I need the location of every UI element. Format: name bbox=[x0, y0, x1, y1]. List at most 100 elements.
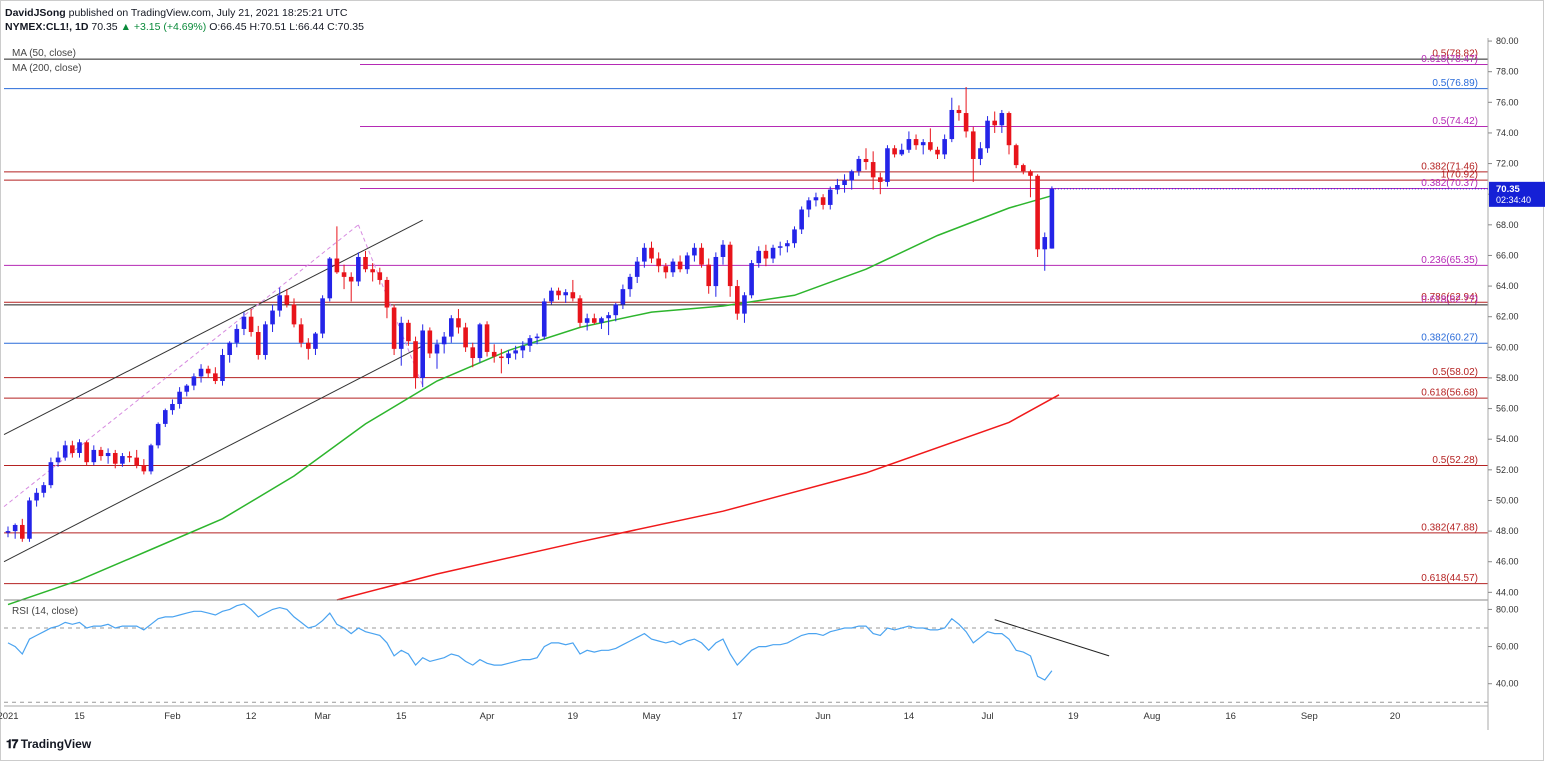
candle-body bbox=[370, 269, 375, 273]
candle-body bbox=[241, 316, 247, 329]
candle-body bbox=[642, 247, 647, 262]
rsi-tick-label: 60.00 bbox=[1496, 642, 1519, 652]
fib-level-label: 0.382(60.27) bbox=[1421, 333, 1478, 344]
symbol-line: NYMEX:CL1!, 1D 70.35 ▲ +3.15 (+4.69%) O:… bbox=[5, 21, 364, 33]
candle-body bbox=[713, 256, 719, 287]
candle-body bbox=[220, 354, 225, 382]
candle-body bbox=[928, 142, 933, 150]
fib-level-label: 0.382(47.88) bbox=[1421, 522, 1478, 533]
candle-body bbox=[992, 120, 997, 126]
rsi-legend[interactable]: RSI (14, close) bbox=[12, 606, 79, 617]
price-tick-label: 44.00 bbox=[1496, 587, 1519, 597]
ohlc-close: C:70.35 bbox=[327, 21, 364, 33]
candle-body bbox=[184, 385, 190, 392]
time-tick-label: May bbox=[643, 711, 661, 722]
candle-body bbox=[506, 353, 511, 359]
candle-body bbox=[277, 295, 282, 311]
time-tick-label: Jul bbox=[981, 711, 993, 722]
candle-body bbox=[742, 295, 747, 314]
tradingview-logo[interactable]: 𝟏𝟕 TradingView bbox=[6, 737, 91, 752]
candle-body bbox=[41, 485, 47, 493]
candle-body bbox=[427, 330, 433, 354]
candle-body bbox=[356, 256, 361, 282]
fib-extension-dashed-line bbox=[3, 224, 359, 507]
candle-body bbox=[291, 304, 297, 325]
price-tick-label: 62.00 bbox=[1496, 312, 1519, 322]
price-tick-label: 78.00 bbox=[1496, 67, 1519, 77]
price-tick-label: 76.00 bbox=[1496, 97, 1519, 107]
candle-body bbox=[563, 292, 568, 296]
candle-body bbox=[170, 403, 175, 411]
candle-body bbox=[527, 338, 533, 346]
candle-body bbox=[706, 264, 711, 287]
candle-body bbox=[141, 465, 147, 472]
candle-body bbox=[534, 336, 540, 339]
publisher-line: DavidJSong published on TradingView.com,… bbox=[5, 7, 347, 19]
time-tick-label: 15 bbox=[74, 711, 85, 722]
price-tick-label: 52.00 bbox=[1496, 465, 1519, 475]
candle-body bbox=[749, 263, 754, 296]
candle-body bbox=[556, 290, 561, 296]
candle-body bbox=[777, 246, 783, 248]
time-tick-label: 12 bbox=[246, 711, 257, 722]
fib-level-label: 0.382(71.46) bbox=[1421, 161, 1478, 172]
candle-body bbox=[413, 341, 418, 378]
time-tick-label: 19 bbox=[568, 711, 579, 722]
ma200-legend[interactable]: MA (200, close) bbox=[12, 63, 82, 74]
candle-body bbox=[499, 356, 504, 359]
fib-level-label: 0.236(65.35) bbox=[1421, 255, 1478, 266]
candle-body bbox=[849, 171, 854, 181]
last-price: 70.35 bbox=[91, 21, 118, 33]
symbol-name[interactable]: NYMEX:CL1!, 1D bbox=[5, 21, 89, 33]
candle-body bbox=[785, 243, 790, 247]
candle-body bbox=[735, 286, 740, 314]
time-tick-label: Feb bbox=[164, 711, 180, 722]
fib-level-label: 0.618(44.57) bbox=[1421, 573, 1478, 584]
candle-body bbox=[878, 177, 883, 182]
rsi-panel bbox=[4, 603, 1488, 703]
candle-body bbox=[263, 324, 268, 355]
candle-body bbox=[484, 324, 490, 352]
candle-body bbox=[692, 247, 697, 256]
candle-body bbox=[306, 342, 311, 349]
candle-body bbox=[970, 131, 976, 159]
candle-body bbox=[806, 200, 812, 210]
candle-body bbox=[627, 276, 633, 290]
candle-body bbox=[935, 149, 940, 155]
candle-body bbox=[334, 258, 340, 273]
candle-body bbox=[205, 368, 211, 374]
fib-level-label: 0.618(78.47) bbox=[1421, 54, 1478, 65]
candle-body bbox=[870, 162, 876, 178]
candle-body bbox=[270, 310, 275, 325]
candle-body bbox=[813, 197, 819, 201]
ma50-legend[interactable]: MA (50, close) bbox=[12, 48, 76, 59]
fib-level-label: 1(70.92) bbox=[1441, 170, 1478, 181]
candle-body bbox=[477, 324, 483, 359]
candle-body bbox=[105, 452, 111, 457]
candle-body bbox=[255, 332, 261, 355]
time-tick-label: 16 bbox=[1225, 711, 1236, 722]
price-tick-label: 60.00 bbox=[1496, 342, 1519, 352]
candle-body bbox=[978, 148, 983, 159]
candle-body bbox=[1013, 145, 1019, 166]
candlestick-series bbox=[5, 87, 1055, 542]
price-tick-label: 80.00 bbox=[1496, 36, 1519, 46]
candle-body bbox=[213, 373, 218, 382]
candle-body bbox=[763, 250, 769, 259]
candle-body bbox=[384, 279, 390, 308]
price-tick-label: 50.00 bbox=[1496, 495, 1519, 505]
candle-body bbox=[313, 333, 318, 349]
candle-body bbox=[441, 336, 447, 345]
ohlc-open: O:66.45 bbox=[209, 21, 247, 33]
price-tick-label: 72.00 bbox=[1496, 159, 1519, 169]
candle-body bbox=[348, 276, 354, 282]
time-tick-label: 14 bbox=[904, 711, 915, 722]
publisher-name[interactable]: DavidJSong bbox=[5, 7, 66, 19]
candle-body bbox=[434, 344, 440, 354]
candle-body bbox=[899, 149, 905, 155]
candle-body bbox=[48, 462, 54, 486]
price-tick-label: 46.00 bbox=[1496, 557, 1519, 567]
